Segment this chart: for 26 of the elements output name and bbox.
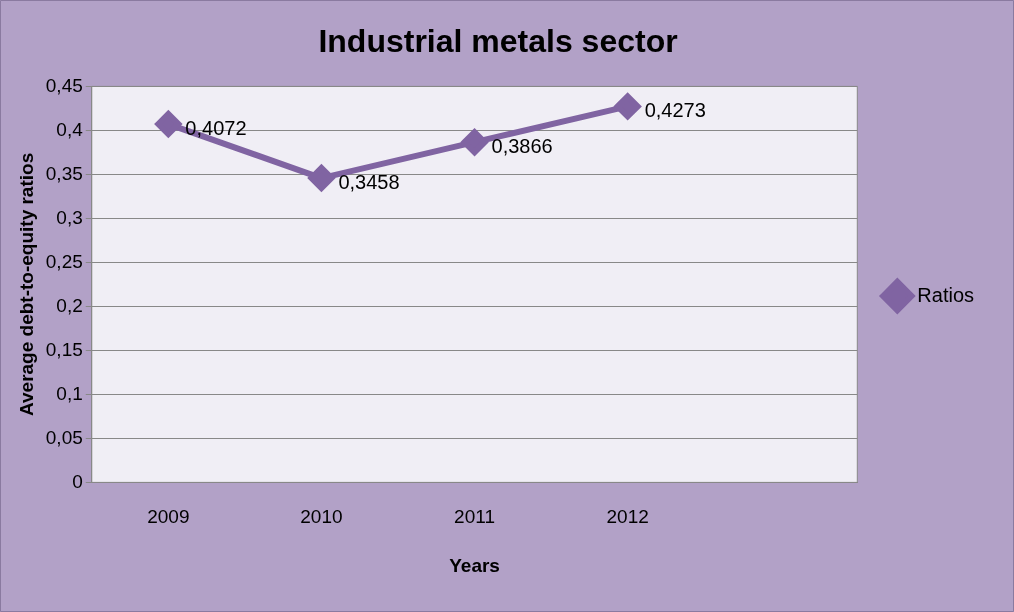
y-tick-label: 0,35 (45, 162, 83, 184)
legend-label: Ratios (917, 283, 975, 306)
point (308, 165, 335, 192)
data-label: 0,3866 (491, 134, 553, 157)
y-tick-label: 0,05 (45, 426, 83, 448)
y-tick-label: 0,15 (45, 338, 83, 360)
y-tick-label: 0 (72, 470, 83, 492)
point (155, 111, 182, 138)
y-tick-label: 0,3 (56, 206, 83, 228)
y-tick-label: 0,45 (45, 74, 83, 96)
y-tick-label: 0,1 (56, 382, 83, 404)
x-tick-label: 2009 (147, 506, 190, 528)
y-axis-title: Average debt-to-equity ratios (15, 152, 37, 417)
y-tick-label: 0,4 (56, 118, 84, 140)
x-tick-label: 2010 (300, 506, 343, 528)
x-tick-label: 2011 (454, 506, 495, 528)
point (614, 93, 641, 120)
point (461, 129, 488, 156)
data-label: 0,4072 (185, 116, 247, 139)
x-tick-label: 2012 (606, 506, 649, 528)
x-axis-title: Years (449, 554, 500, 576)
chart-title: Industrial metals sector (318, 23, 678, 60)
y-tick-label: 0,2 (56, 294, 83, 316)
data-label: 0,3458 (338, 170, 400, 193)
data-label: 0,4273 (644, 98, 706, 121)
y-tick-label: 0,25 (45, 250, 83, 272)
